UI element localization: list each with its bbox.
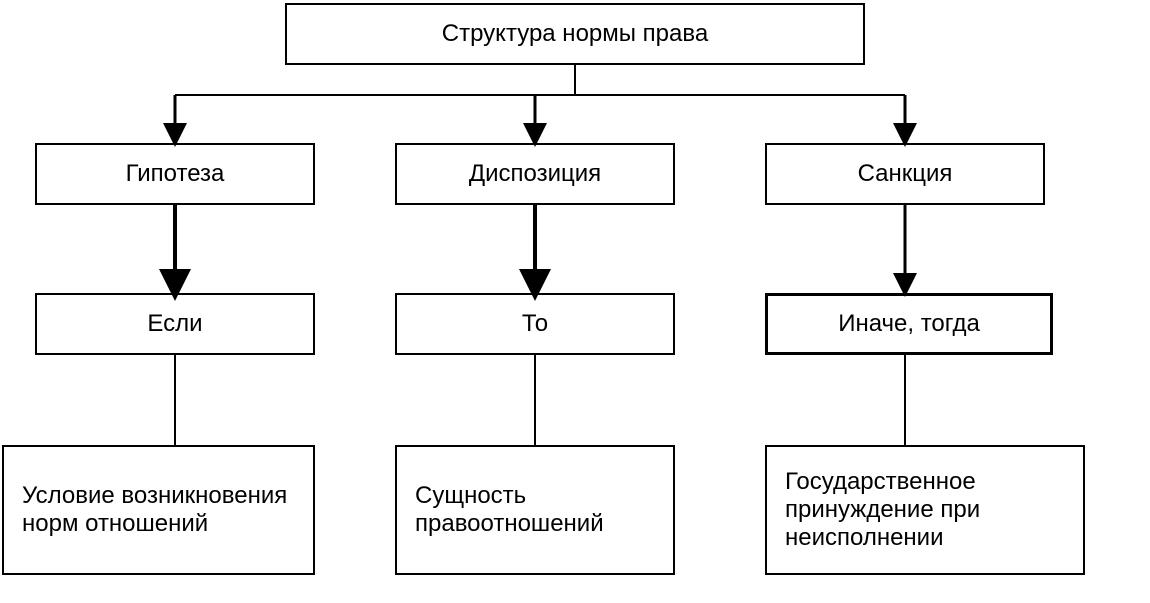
- node-hypothesis: Гипотеза: [35, 143, 315, 205]
- node-else: Иначе, тогда: [765, 293, 1053, 355]
- node-essence: Сущность правоотношений: [395, 445, 675, 575]
- node-hypothesis-label: Гипотеза: [126, 160, 225, 188]
- node-sanction: Санкция: [765, 143, 1045, 205]
- node-if: Если: [35, 293, 315, 355]
- node-sanction-label: Санкция: [858, 160, 953, 188]
- node-condition-label: Условие возникновения норм отношений: [22, 482, 295, 538]
- node-coercion-label: Государственное принуждение при неисполн…: [785, 468, 1065, 552]
- node-coercion: Государственное принуждение при неисполн…: [765, 445, 1085, 575]
- node-else-label: Иначе, тогда: [838, 310, 980, 338]
- node-root: Структура нормы права: [285, 3, 865, 65]
- node-condition: Условие возникновения норм отношений: [2, 445, 315, 575]
- node-essence-label: Сущность правоотношений: [415, 482, 655, 538]
- node-root-label: Структура нормы права: [442, 20, 708, 48]
- node-then: То: [395, 293, 675, 355]
- node-disposition-label: Диспозиция: [469, 160, 601, 188]
- node-if-label: Если: [147, 310, 202, 338]
- node-then-label: То: [522, 310, 548, 338]
- node-disposition: Диспозиция: [395, 143, 675, 205]
